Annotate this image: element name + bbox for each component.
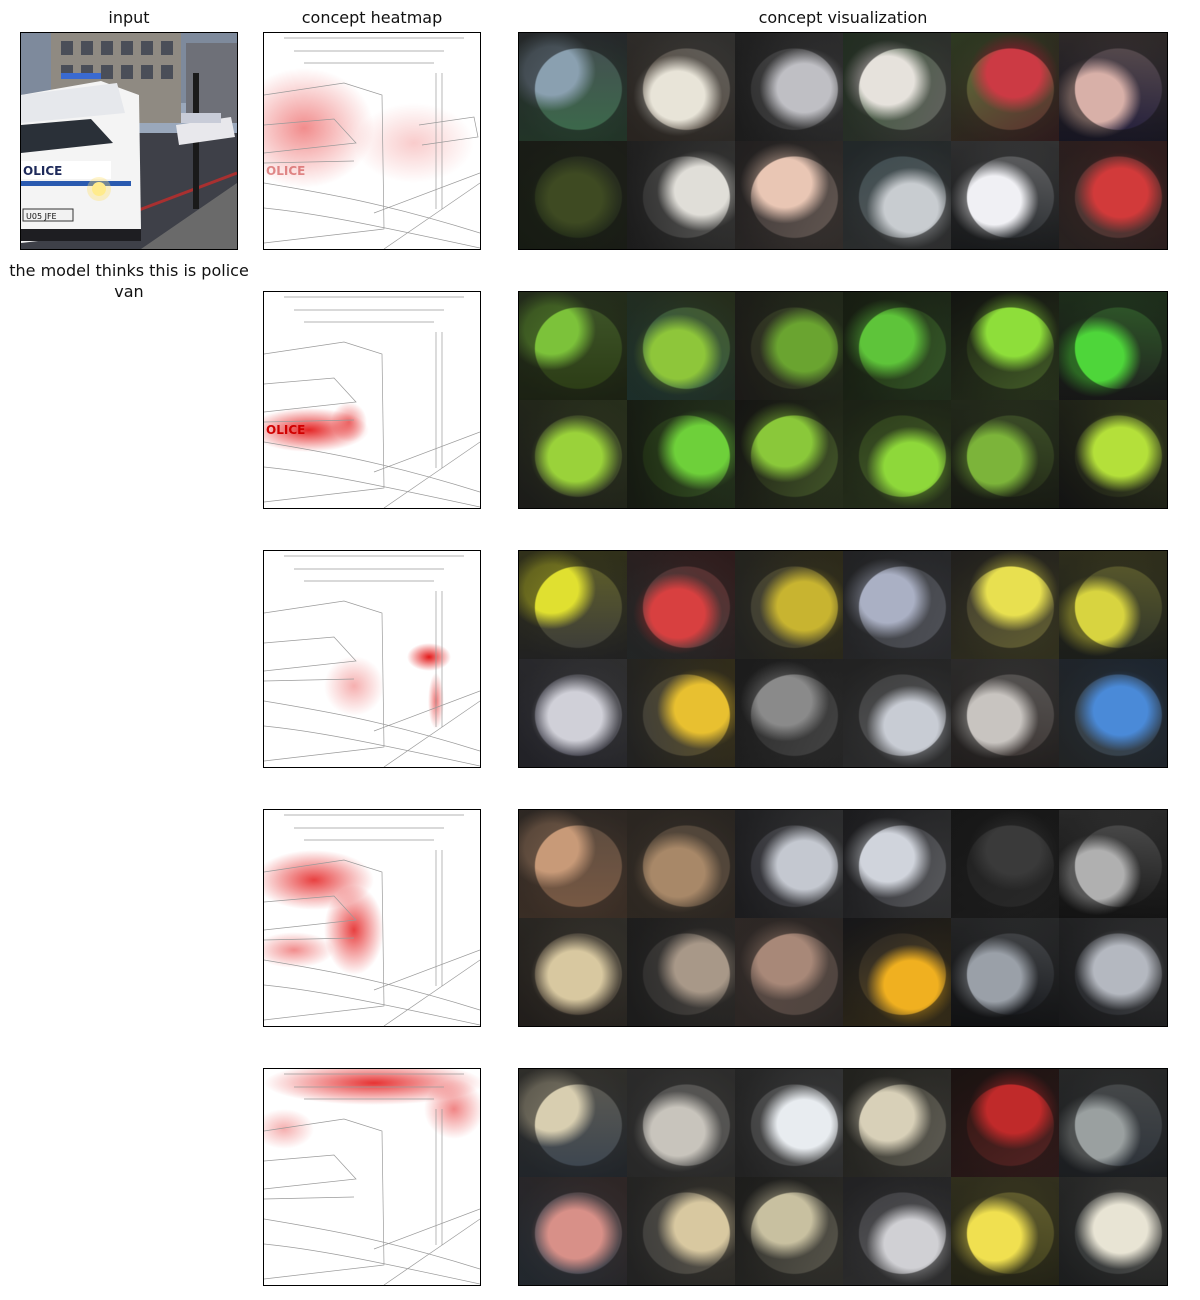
concept-image-tile bbox=[519, 1177, 627, 1285]
input-image: OLICE U05 JFE bbox=[20, 32, 238, 250]
concept-image-tile bbox=[627, 659, 735, 767]
concept-image-tile bbox=[1059, 292, 1167, 400]
van-lettering: OLICE bbox=[23, 164, 62, 178]
concept-image-tile bbox=[519, 1069, 627, 1177]
concept-image-tile bbox=[843, 1069, 951, 1177]
concept-image-tile bbox=[1059, 659, 1167, 767]
heatmap-concept-3 bbox=[263, 550, 481, 768]
concept-image-tile bbox=[951, 551, 1059, 659]
concept-image-tile bbox=[951, 292, 1059, 400]
concept-image-tile bbox=[735, 551, 843, 659]
concept-visualization-5 bbox=[518, 1068, 1168, 1286]
concept-image-tile bbox=[951, 1177, 1059, 1285]
concept-image-tile bbox=[627, 1069, 735, 1177]
concept-image-tile bbox=[735, 659, 843, 767]
concept-image-tile bbox=[735, 810, 843, 918]
concept-image-tile bbox=[1059, 810, 1167, 918]
concept-image-tile bbox=[627, 292, 735, 400]
concept-image-tile bbox=[1059, 400, 1167, 508]
concept-image-tile bbox=[843, 918, 951, 1026]
concept-image-tile bbox=[1059, 1069, 1167, 1177]
concept-image-tile bbox=[843, 292, 951, 400]
heatmap-concept-5 bbox=[263, 1068, 481, 1286]
concept-image-tile bbox=[627, 400, 735, 508]
concept-image-tile bbox=[1059, 141, 1167, 249]
concept-image-tile bbox=[843, 33, 951, 141]
column-title-input: input bbox=[108, 8, 150, 27]
concept-visualization-1 bbox=[518, 32, 1168, 250]
concept-image-tile bbox=[843, 551, 951, 659]
concept-image-tile bbox=[843, 141, 951, 249]
concept-image-tile bbox=[951, 1069, 1059, 1177]
concept-image-tile bbox=[1059, 1177, 1167, 1285]
concept-image-tile bbox=[1059, 918, 1167, 1026]
heatmap-lettering: OLICE bbox=[266, 423, 305, 437]
concept-image-tile bbox=[735, 33, 843, 141]
concept-image-tile bbox=[843, 400, 951, 508]
concept-image-tile bbox=[519, 659, 627, 767]
concept-image-tile bbox=[519, 810, 627, 918]
concept-image-tile bbox=[519, 141, 627, 249]
concept-image-tile bbox=[951, 33, 1059, 141]
concept-image-tile bbox=[735, 141, 843, 249]
concept-image-tile bbox=[627, 33, 735, 141]
concept-image-tile bbox=[1059, 33, 1167, 141]
concept-image-tile bbox=[843, 810, 951, 918]
concept-image-tile bbox=[1059, 551, 1167, 659]
column-title-visualization: concept visualization bbox=[758, 8, 928, 27]
concept-image-tile bbox=[951, 918, 1059, 1026]
heatmap-concept-4 bbox=[263, 809, 481, 1027]
concept-image-tile bbox=[843, 1177, 951, 1285]
concept-image-tile bbox=[519, 400, 627, 508]
concept-image-tile bbox=[735, 1177, 843, 1285]
concept-image-tile bbox=[519, 33, 627, 141]
concept-image-tile bbox=[951, 659, 1059, 767]
concept-image-tile bbox=[627, 551, 735, 659]
prediction-text: the model thinks this is police van bbox=[9, 261, 249, 301]
concept-visualization-4 bbox=[518, 809, 1168, 1027]
concept-image-tile bbox=[951, 400, 1059, 508]
concept-image-tile bbox=[735, 1069, 843, 1177]
heatmap-concept-2: OLICE bbox=[263, 291, 481, 509]
concept-image-tile bbox=[951, 141, 1059, 249]
column-title-heatmap: concept heatmap bbox=[301, 8, 443, 27]
heatmap-lettering: OLICE bbox=[266, 164, 305, 178]
concept-image-tile bbox=[735, 400, 843, 508]
license-plate: U05 JFE bbox=[26, 212, 57, 221]
concept-image-tile bbox=[627, 1177, 735, 1285]
concept-image-tile bbox=[627, 918, 735, 1026]
concept-visualization-3 bbox=[518, 550, 1168, 768]
concept-image-tile bbox=[519, 918, 627, 1026]
concept-image-tile bbox=[843, 659, 951, 767]
concept-image-tile bbox=[519, 292, 627, 400]
heatmap-concept-1: OLICE bbox=[263, 32, 481, 250]
concept-visualization-2 bbox=[518, 291, 1168, 509]
concept-image-tile bbox=[627, 141, 735, 249]
concept-image-tile bbox=[627, 810, 735, 918]
concept-image-tile bbox=[735, 918, 843, 1026]
concept-image-tile bbox=[951, 810, 1059, 918]
concept-image-tile bbox=[519, 551, 627, 659]
concept-image-tile bbox=[735, 292, 843, 400]
